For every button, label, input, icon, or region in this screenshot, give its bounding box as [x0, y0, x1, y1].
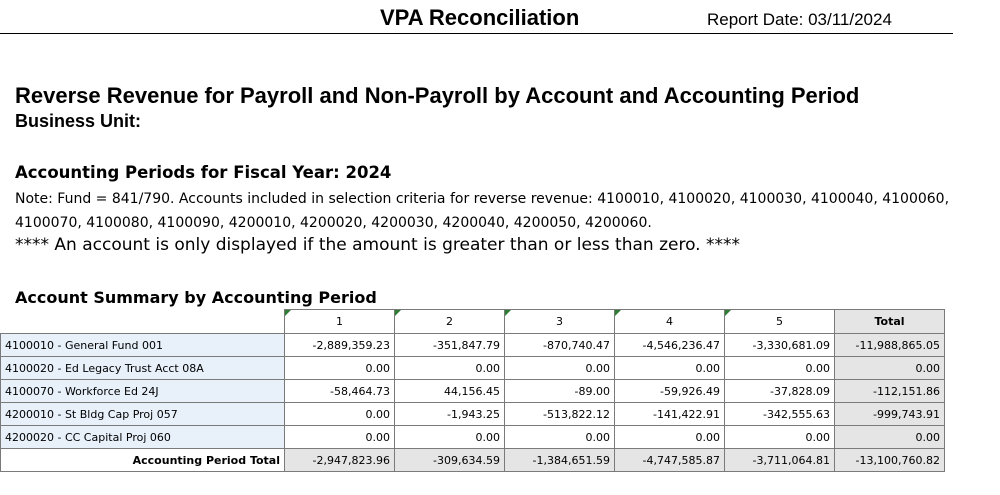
amount-cell: 0.00 [284, 356, 395, 380]
table-row: 4100070 - Workforce Ed 24J -58,464.73 44… [0, 379, 945, 403]
page-title: Reverse Revenue for Payroll and Non-Payr… [15, 83, 860, 108]
amount-cell: -342,555.63 [724, 402, 835, 426]
amount-cell: -3,330,681.09 [724, 333, 835, 357]
grand-total-cell: -13,100,760.82 [834, 448, 945, 472]
table-row: 4100010 - General Fund 001 -2,889,359.23… [0, 333, 945, 357]
account-name-cell: 4100010 - General Fund 001 [0, 333, 285, 357]
accounting-periods-heading: Accounting Periods for Fiscal Year: 2024 [15, 163, 392, 182]
period-total-label: Accounting Period Total [0, 448, 285, 472]
amount-cell: 0.00 [394, 425, 505, 449]
amount-cell: 0.00 [504, 356, 615, 380]
period-total-cell: -309,634.59 [394, 448, 505, 472]
period-total-cell: -3,711,064.81 [724, 448, 835, 472]
amount-cell: 0.00 [614, 425, 725, 449]
amount-cell: 0.00 [504, 425, 615, 449]
column-header-label: Total [874, 315, 905, 328]
table-header-row: 1 2 3 4 5 Total [0, 309, 945, 334]
row-total-cell: -112,151.86 [834, 379, 945, 403]
business-unit-label: Business Unit: [15, 111, 142, 131]
amount-cell: 0.00 [614, 356, 725, 380]
account-name-cell: 4100020 - Ed Legacy Trust Acct 08A [0, 356, 285, 380]
amount-cell: -1,943.25 [394, 402, 505, 426]
column-header-period-5: 5 [724, 309, 835, 334]
amount-cell: 0.00 [284, 402, 395, 426]
amount-cell: -141,422.91 [614, 402, 725, 426]
table-row: 4200020 - CC Capital Proj 060 0.00 0.00 … [0, 425, 945, 449]
period-total-cell: -4,747,585.87 [614, 448, 725, 472]
amount-cell: -870,740.47 [504, 333, 615, 357]
column-header-period-2: 2 [394, 309, 505, 334]
column-header-period-1: 1 [284, 309, 395, 334]
account-name-cell: 4100070 - Workforce Ed 24J [0, 379, 285, 403]
cell-comment-marker [505, 310, 511, 316]
period-total-cell: -2,947,823.96 [284, 448, 395, 472]
amount-cell: -37,828.09 [724, 379, 835, 403]
table-row: 4100020 - Ed Legacy Trust Acct 08A 0.00 … [0, 356, 945, 380]
amount-cell: -89.00 [504, 379, 615, 403]
row-total-cell: 0.00 [834, 356, 945, 380]
account-summary-heading: Account Summary by Accounting Period [15, 288, 377, 307]
amount-cell: 44,156.45 [394, 379, 505, 403]
amount-cell: -59,926.49 [614, 379, 725, 403]
report-date: Report Date: 03/11/2024 [707, 10, 892, 29]
amount-cell: -351,847.79 [394, 333, 505, 357]
amount-cell: -4,546,236.47 [614, 333, 725, 357]
amount-cell: -2,889,359.23 [284, 333, 395, 357]
amount-cell: 0.00 [394, 356, 505, 380]
period-total-row: Accounting Period Total -2,947,823.96 -3… [0, 448, 945, 472]
column-header-label: 4 [666, 315, 673, 328]
row-total-cell: -11,988,865.05 [834, 333, 945, 357]
column-header-total: Total [834, 309, 945, 334]
cell-comment-marker [395, 310, 401, 316]
column-header-label: 2 [446, 315, 453, 328]
header-divider [0, 33, 953, 34]
account-name-cell: 4200020 - CC Capital Proj 060 [0, 425, 285, 449]
column-header-label: 5 [776, 315, 783, 328]
row-total-cell: 0.00 [834, 425, 945, 449]
column-header-label: 1 [336, 315, 343, 328]
amount-cell: 0.00 [724, 356, 835, 380]
report-title: VPA Reconciliation [380, 5, 580, 30]
cell-comment-marker [615, 310, 621, 316]
cell-comment-marker [725, 310, 731, 316]
column-header-period-3: 3 [504, 309, 615, 334]
display-disclaimer: **** An account is only displayed if the… [15, 235, 740, 255]
column-header-period-4: 4 [614, 309, 725, 334]
amount-cell: 0.00 [284, 425, 395, 449]
column-header-label: 3 [556, 315, 563, 328]
amount-cell: -513,822.12 [504, 402, 615, 426]
cell-comment-marker [285, 310, 291, 316]
amount-cell: 0.00 [724, 425, 835, 449]
selection-note: Note: Fund = 841/790. Accounts included … [15, 191, 950, 231]
account-summary-table: 1 2 3 4 5 Total 4100010 - General Fund 0… [0, 309, 945, 472]
account-name-cell: 4200010 - St Bldg Cap Proj 057 [0, 402, 285, 426]
row-total-cell: -999,743.91 [834, 402, 945, 426]
table-row: 4200010 - St Bldg Cap Proj 057 0.00 -1,9… [0, 402, 945, 426]
period-total-cell: -1,384,651.59 [504, 448, 615, 472]
header-blank-cell [0, 309, 285, 334]
amount-cell: -58,464.73 [284, 379, 395, 403]
